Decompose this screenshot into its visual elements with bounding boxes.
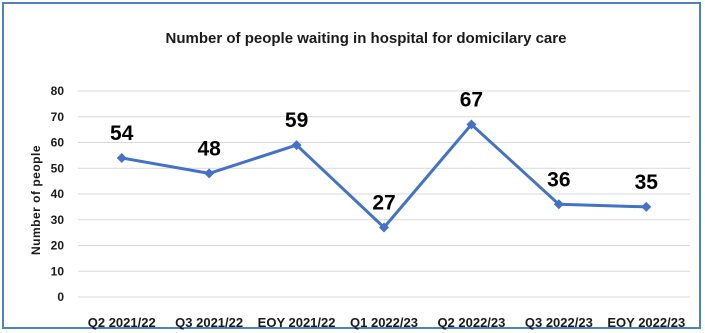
y-tick-label: 30 <box>51 213 65 227</box>
x-tick-label: Q1 2022/23 <box>350 315 418 330</box>
data-point <box>291 140 302 151</box>
data-label: 59 <box>285 109 308 132</box>
x-tick-label: Q3 2021/22 <box>175 315 243 330</box>
data-point <box>204 168 215 179</box>
data-point <box>641 201 652 212</box>
data-label: 54 <box>110 122 134 145</box>
y-tick-label: 80 <box>51 84 65 98</box>
x-tick-label: Q3 2022/23 <box>525 315 593 330</box>
y-tick-label: 40 <box>51 187 65 201</box>
y-tick-label: 70 <box>51 110 65 124</box>
gridlines <box>78 90 690 298</box>
data-labels: 54 48 59 27 67 36 35 <box>110 88 658 214</box>
data-point <box>553 199 564 210</box>
y-tick-label: 10 <box>51 264 65 278</box>
chart-frame <box>2 2 701 329</box>
x-tick-label: EOY 2022/23 <box>607 315 685 330</box>
y-tick-label: 60 <box>51 136 65 150</box>
y-tick-label: 0 <box>57 290 64 304</box>
y-tick-label: 50 <box>51 161 65 175</box>
x-tick-label: Q2 2021/22 <box>88 315 156 330</box>
data-label: 35 <box>635 171 659 194</box>
data-label: 27 <box>372 191 395 214</box>
data-label: 48 <box>197 137 221 160</box>
data-label: 67 <box>460 88 483 111</box>
data-point <box>466 119 477 130</box>
y-tick-label: 20 <box>51 239 65 253</box>
x-axis-ticks: Q2 2021/22 Q3 2021/22 EOY 2021/22 Q1 2022/2… <box>88 315 685 330</box>
x-tick-label: EOY 2021/22 <box>258 315 336 330</box>
data-point <box>116 152 127 163</box>
data-label: 36 <box>547 168 570 191</box>
y-axis-ticks: 0 10 20 30 40 50 60 70 80 <box>51 84 65 304</box>
data-point <box>379 222 389 233</box>
data-points <box>116 119 652 233</box>
x-tick-label: Q2 2022/23 <box>437 315 505 330</box>
y-axis-label: Number of people <box>29 145 43 255</box>
chart-title: Number of people waiting in hospital for… <box>166 30 567 47</box>
